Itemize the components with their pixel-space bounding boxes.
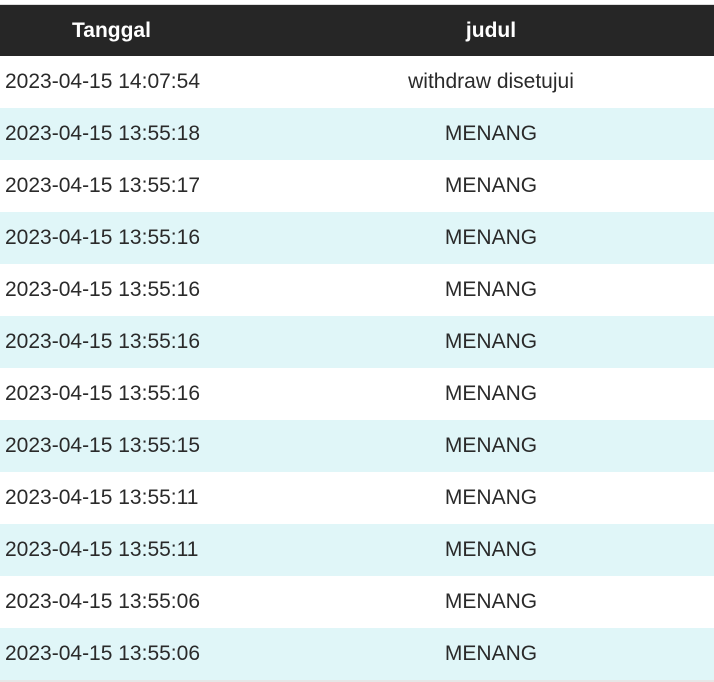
cell-judul: MENANG	[444, 278, 538, 301]
table-row: 2023-04-15 13:55:15 MENANG	[0, 420, 714, 472]
cell-judul: withdraw disetujui	[408, 70, 574, 93]
table-row: 2023-04-15 13:55:16 MENANG	[0, 316, 714, 368]
cell-tanggal: 2023-04-15 13:55:15	[0, 420, 268, 472]
table-row: 2023-04-15 13:55:16 MENANG	[0, 264, 714, 316]
cell-tanggal: 2023-04-15 13:55:16	[0, 316, 268, 368]
cell-judul: MENANG	[444, 486, 538, 509]
table-row: 2023-04-15 13:55:18 MENANG	[0, 108, 714, 160]
cell-judul: MENANG	[444, 174, 538, 197]
history-table: Tanggal judul 2023-04-15 14:07:54 withdra…	[0, 5, 714, 682]
cell-tanggal: 2023-04-15 13:55:11	[5, 486, 199, 509]
cell-judul: MENANG	[444, 382, 538, 405]
cell-tanggal: 2023-04-15 13:55:06	[5, 590, 200, 613]
table-row: 2023-04-15 13:55:16 MENANG	[0, 368, 714, 420]
table-row: 2023-04-15 13:55:17 MENANG	[0, 160, 714, 212]
table-row: 2023-04-15 13:55:06 MENANG	[0, 628, 714, 682]
top-edge	[0, 0, 714, 5]
cell-judul: MENANG	[268, 524, 714, 576]
cell-judul: MENANG	[268, 420, 714, 472]
cell-tanggal: 2023-04-15 13:55:17	[5, 174, 200, 197]
column-header-tanggal[interactable]: Tanggal	[0, 5, 268, 56]
cell-tanggal: 2023-04-15 13:55:16	[5, 278, 200, 301]
cell-tanggal: 2023-04-15 13:55:16	[0, 212, 268, 264]
cell-tanggal: 2023-04-15 13:55:16	[5, 382, 200, 405]
table-row: 2023-04-15 13:55:06 MENANG	[0, 576, 714, 628]
cell-tanggal: 2023-04-15 13:55:18	[0, 108, 268, 160]
cell-judul: MENANG	[444, 590, 538, 613]
table-row: 2023-04-15 13:55:16 MENANG	[0, 212, 714, 264]
cell-judul: MENANG	[268, 212, 714, 264]
cell-judul: MENANG	[268, 108, 714, 160]
cell-judul: MENANG	[268, 628, 714, 682]
table-header-row: Tanggal judul	[0, 5, 714, 56]
cell-tanggal: 2023-04-15 14:07:54	[5, 70, 200, 93]
cell-tanggal: 2023-04-15 13:55:06	[0, 628, 268, 682]
cell-tanggal: 2023-04-15 13:55:11	[0, 524, 268, 576]
table-row: 2023-04-15 13:55:11 MENANG	[0, 472, 714, 524]
column-header-judul[interactable]: judul	[268, 5, 714, 56]
table-row: 2023-04-15 13:55:11 MENANG	[0, 524, 714, 576]
table-row: 2023-04-15 14:07:54 withdraw disetujui	[0, 56, 714, 108]
cell-judul: MENANG	[268, 316, 714, 368]
